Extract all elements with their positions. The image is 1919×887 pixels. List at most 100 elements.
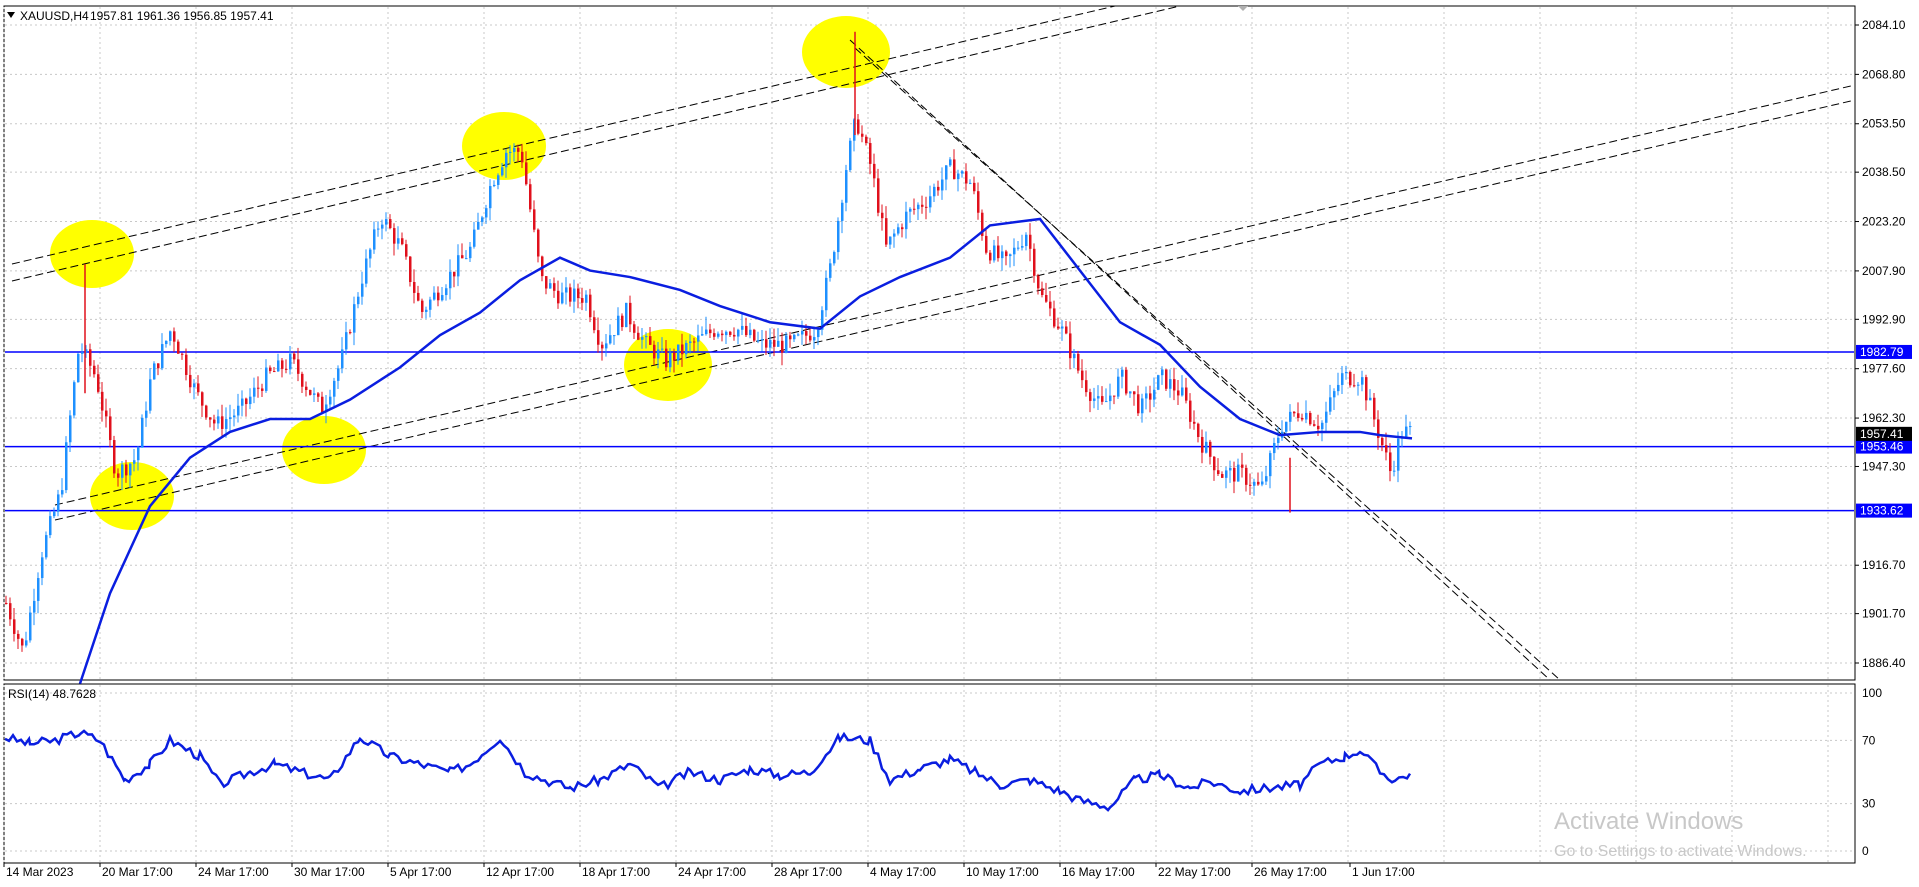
trend-channel-line[interactable]: [849, 39, 1551, 681]
candle-body: [485, 208, 488, 218]
candle-body: [553, 283, 556, 291]
candle-body: [321, 396, 324, 413]
candle-body: [1193, 421, 1196, 424]
trend-channel-line[interactable]: [854, 47, 1561, 681]
candle-body: [777, 340, 780, 347]
candle-body: [13, 619, 16, 634]
time-tick-label: 12 Apr 17:00: [486, 865, 554, 879]
candle-body: [301, 373, 304, 387]
candle-body: [741, 325, 744, 330]
candle-body: [1005, 251, 1008, 257]
candle-body: [1045, 294, 1048, 302]
candle-body: [761, 339, 764, 341]
level-price-tag: [1856, 439, 1912, 454]
candle-body: [325, 404, 328, 413]
trend-channel-line[interactable]: [11, 5, 1181, 282]
price-axis[interactable]: 2084.10 2068.80 2053.50 2038.50 2023.20 2007.…: [1855, 18, 1906, 670]
candle-body: [133, 460, 136, 464]
activate-windows-title: Activate Windows: [1554, 808, 1743, 835]
candle-body: [153, 363, 156, 380]
price-tick-label: 1916.70: [1862, 558, 1906, 572]
candle-body: [581, 298, 584, 303]
candle-body: [337, 368, 340, 381]
candle-body: [889, 236, 892, 245]
candle-body: [901, 227, 904, 230]
candle-body: [49, 516, 52, 536]
time-axis[interactable]: 14 Mar 2023 20 Mar 17:00 24 Mar 17:00 30 Ma…: [3, 863, 1415, 879]
candle-body: [789, 335, 792, 340]
time-tick-label: 1 Jun 17:00: [1352, 865, 1415, 879]
candle-body: [1133, 391, 1136, 395]
candlestick-series: [5, 31, 1412, 652]
candle-body: [841, 202, 844, 221]
candle-body: [881, 212, 884, 219]
collapse-triangle-icon[interactable]: [7, 12, 15, 18]
candle-body: [821, 310, 824, 330]
candle-body: [1365, 377, 1368, 401]
candle-body: [1297, 413, 1300, 418]
candle-body: [845, 170, 848, 203]
candle-body: [465, 258, 468, 260]
candle-body: [245, 398, 248, 405]
candle-body: [81, 352, 84, 354]
candle-body: [549, 283, 552, 289]
candle-body: [637, 332, 640, 340]
time-tick-label: 5 Apr 17:00: [390, 865, 452, 879]
candle-body: [837, 220, 840, 253]
candle-body: [409, 256, 412, 282]
candle-body: [353, 304, 356, 333]
price-tags: 1982.79 1953.46 1933.62 1957.41: [1856, 344, 1912, 518]
chart-shift-marker-icon[interactable]: [1238, 6, 1248, 11]
candle-body: [225, 419, 228, 429]
candle-body: [545, 276, 548, 289]
channel-lines[interactable]: [11, 5, 1856, 681]
candle-body: [461, 255, 464, 259]
candle-body: [785, 335, 788, 353]
candle-body: [1349, 371, 1352, 386]
candle-body: [733, 334, 736, 337]
candle-body: [1069, 333, 1072, 359]
candle-body: [661, 348, 664, 350]
candle-body: [445, 288, 448, 296]
candle-body: [1081, 370, 1084, 381]
candle-body: [205, 405, 208, 418]
candle-body: [801, 331, 804, 335]
horizontal-levels[interactable]: [5, 351, 1854, 512]
main-chart-frame[interactable]: [3, 5, 1856, 681]
candle-body: [477, 221, 480, 230]
highlight-ellipse: [802, 16, 890, 88]
price-tick-label: 1977.60: [1862, 362, 1906, 376]
candle-body: [781, 340, 784, 353]
trend-channel-line[interactable]: [54, 99, 1856, 521]
candle-body: [181, 353, 184, 355]
candle-body: [601, 344, 604, 349]
candle-body: [1073, 353, 1076, 359]
level-price-tag-text: 1982.79: [1860, 345, 1904, 359]
candle-body: [1033, 248, 1036, 276]
price-tick-label: 2023.20: [1862, 215, 1906, 229]
candle-body: [1121, 369, 1124, 377]
candle-body: [949, 159, 952, 166]
candle-body: [277, 360, 280, 372]
candle-body: [117, 473, 120, 478]
candle-body: [1389, 452, 1392, 472]
rsi-panel-frame[interactable]: [3, 683, 1856, 864]
candle-body: [1385, 445, 1388, 453]
rsi-grid: [3, 685, 1854, 862]
trend-channel-line[interactable]: [11, 5, 1116, 265]
candle-body: [357, 296, 360, 305]
candle-body: [141, 417, 144, 448]
candle-body: [273, 371, 276, 373]
candle-body: [441, 295, 444, 301]
trend-channel-line[interactable]: [54, 84, 1856, 506]
candle-body: [517, 147, 520, 152]
candle-body: [1249, 484, 1252, 486]
candle-body: [1273, 442, 1276, 454]
price-tick-label: 2038.50: [1862, 165, 1906, 179]
candle-body: [1353, 385, 1356, 387]
candle-body: [473, 229, 476, 247]
candle-body: [729, 331, 732, 335]
candle-body: [73, 382, 76, 416]
